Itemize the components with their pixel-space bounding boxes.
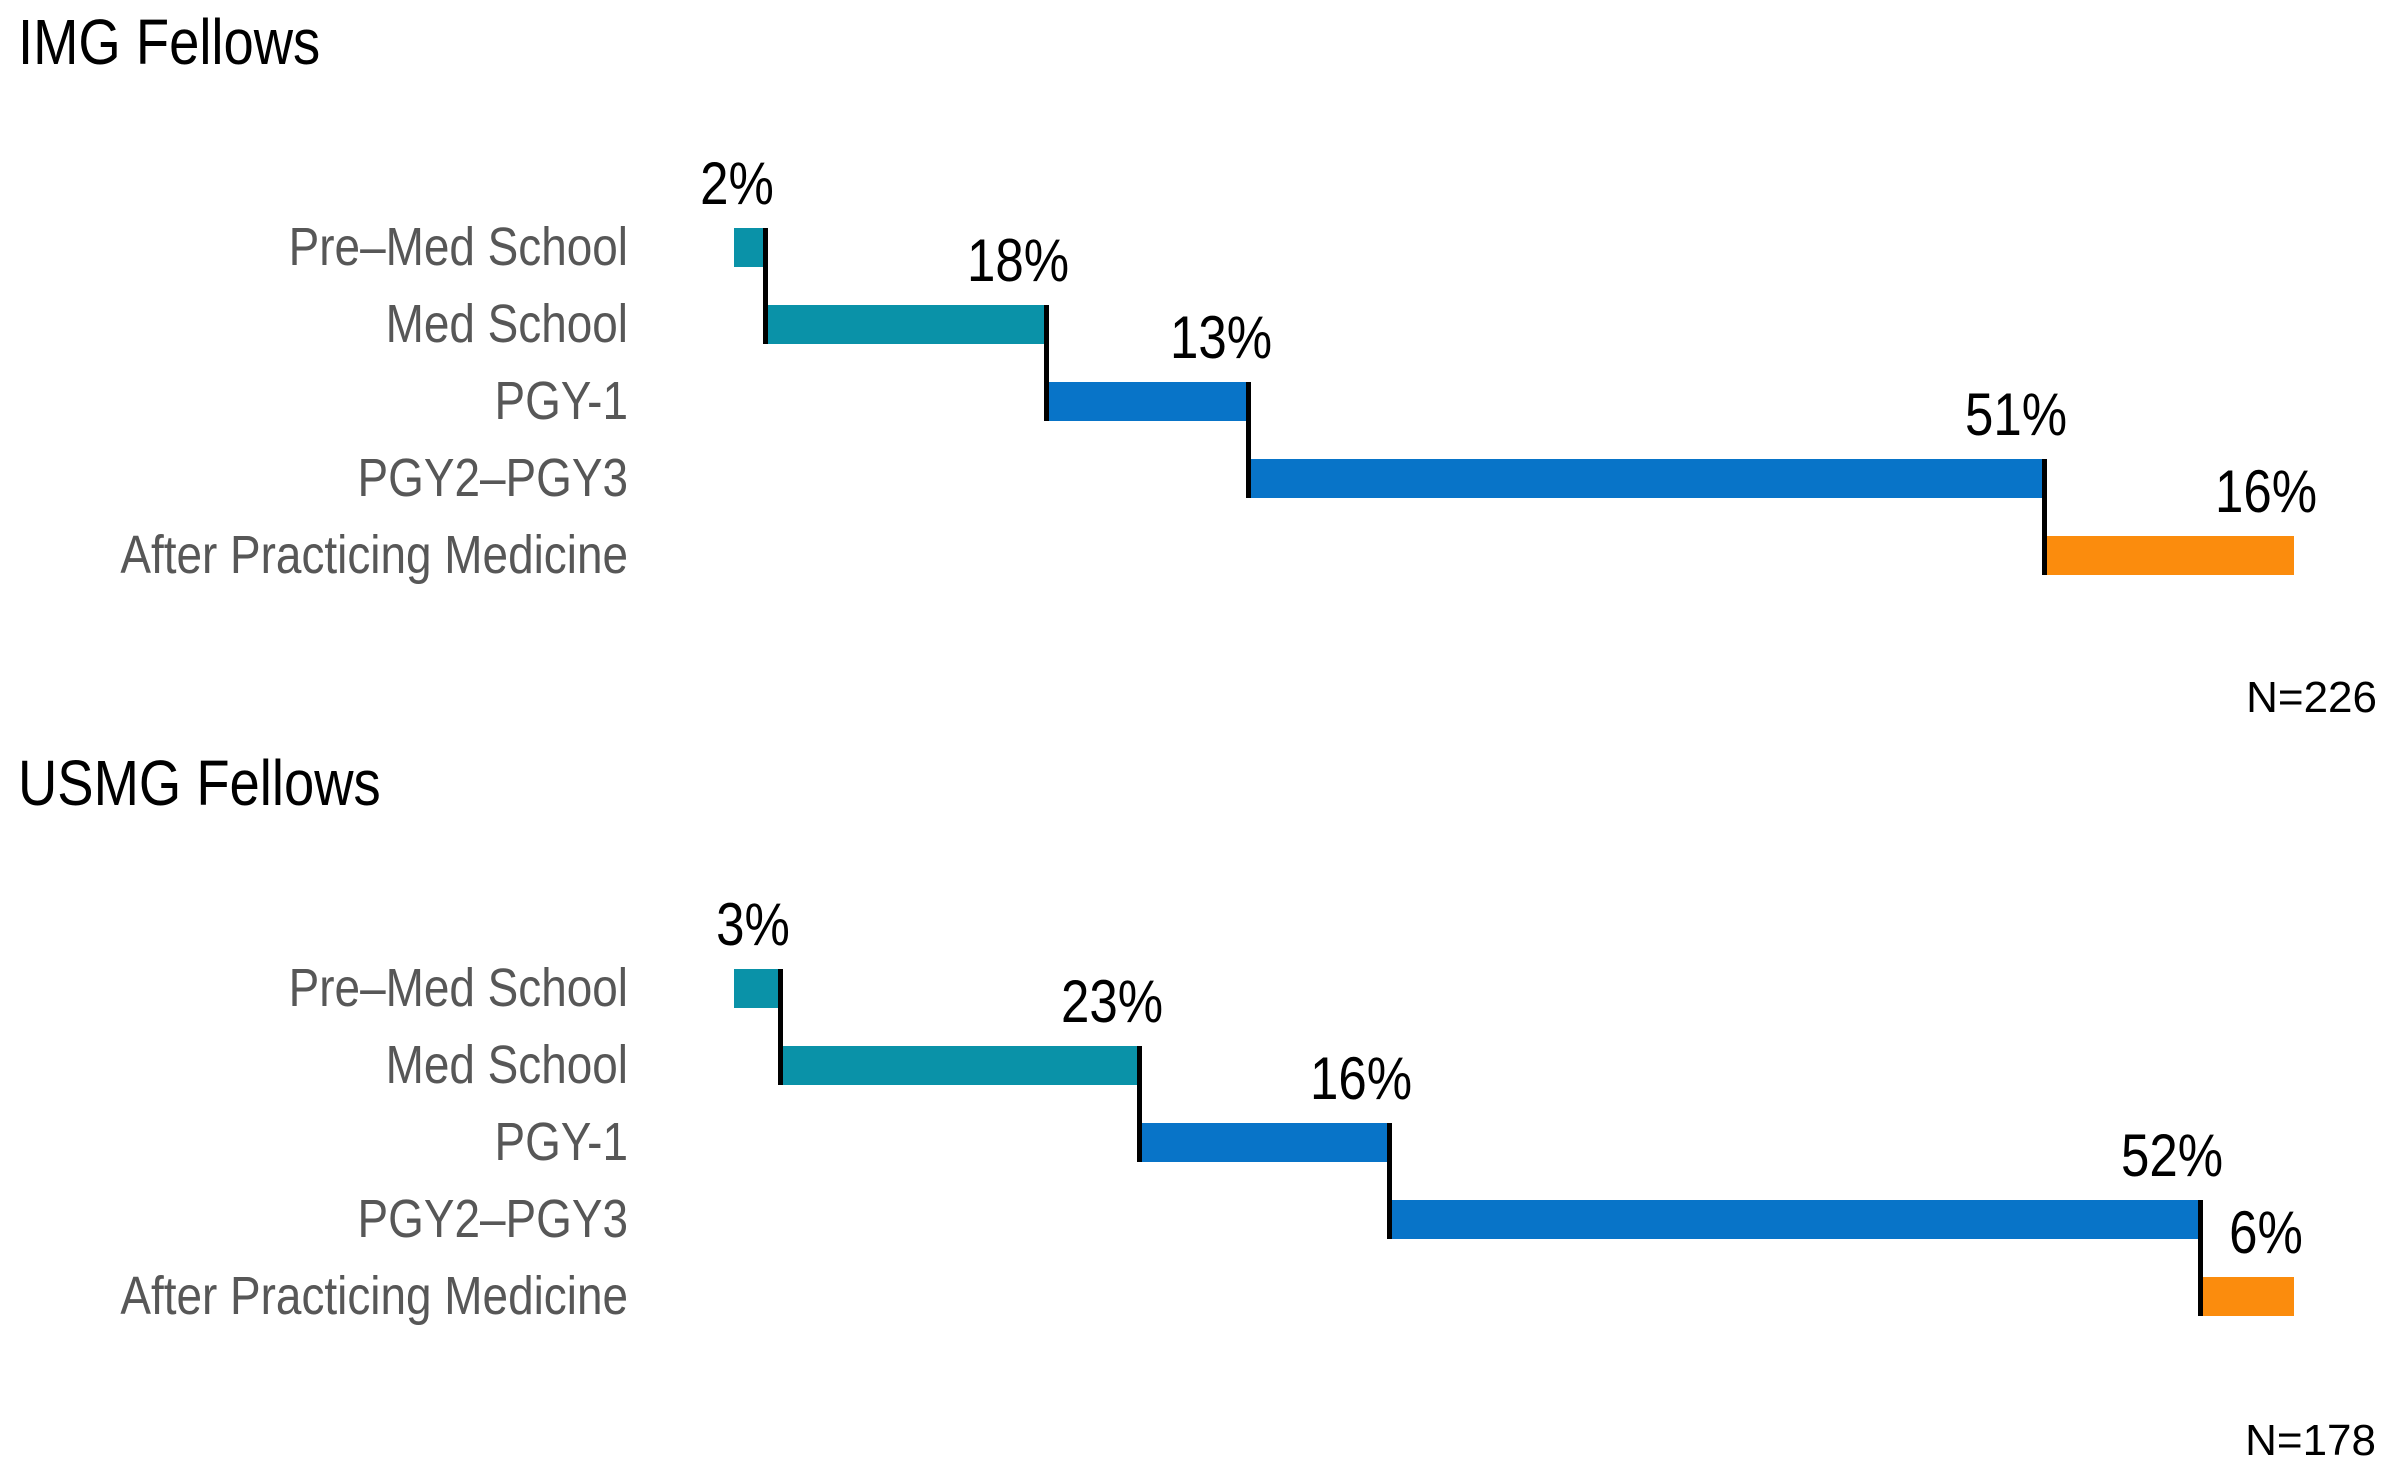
category-label: Pre–Med School xyxy=(288,958,628,1018)
value-label: 16% xyxy=(1310,1045,1413,1112)
waterfall-bar xyxy=(765,305,1046,344)
value-label: 16% xyxy=(2214,458,2318,525)
category-label: Pre–Med School xyxy=(288,217,628,277)
category-label: PGY2–PGY3 xyxy=(357,448,628,508)
connector-line xyxy=(1137,1046,1143,1162)
waterfall-bar xyxy=(2200,1277,2294,1316)
connector-line xyxy=(1043,305,1049,421)
category-label: Med School xyxy=(385,1035,628,1095)
category-label: Med School xyxy=(385,294,628,354)
value-label: 13% xyxy=(1169,304,1272,371)
category-label: After Practicing Medicine xyxy=(120,525,628,585)
waterfall-bar xyxy=(734,228,766,267)
category-label: PGY2–PGY3 xyxy=(357,1189,628,1249)
connector-line xyxy=(2041,459,2047,575)
waterfall-bar xyxy=(2044,536,2294,575)
value-label: 6% xyxy=(2229,1199,2303,1266)
waterfall-bar xyxy=(1248,459,2045,498)
sample-size-label: N=178 xyxy=(2245,1416,2376,1465)
connector-line xyxy=(778,969,784,1085)
waterfall-bar xyxy=(734,969,781,1008)
value-label: 3% xyxy=(715,891,790,958)
category-label: PGY-1 xyxy=(494,1112,628,1172)
connector-line xyxy=(762,228,768,344)
panel-title: IMG Fellows xyxy=(18,6,321,78)
connector-line xyxy=(1246,382,1252,498)
sample-size-label: N=226 xyxy=(2246,673,2377,722)
value-label: 23% xyxy=(1060,968,1163,1035)
value-label: 2% xyxy=(700,150,775,217)
connector-line xyxy=(1386,1123,1392,1239)
waterfall-bar xyxy=(780,1046,1140,1085)
waterfall-bar xyxy=(1139,1123,1390,1162)
waterfall-bar xyxy=(1046,382,1249,421)
value-label: 18% xyxy=(966,227,1070,294)
value-label: 52% xyxy=(2121,1122,2224,1189)
waterfall-bar xyxy=(1389,1200,2201,1239)
category-label: After Practicing Medicine xyxy=(120,1266,628,1326)
panel-title: USMG Fellows xyxy=(18,747,381,819)
connector-line xyxy=(2197,1200,2203,1316)
category-label: PGY-1 xyxy=(494,371,628,431)
value-label: 51% xyxy=(1965,381,2068,448)
